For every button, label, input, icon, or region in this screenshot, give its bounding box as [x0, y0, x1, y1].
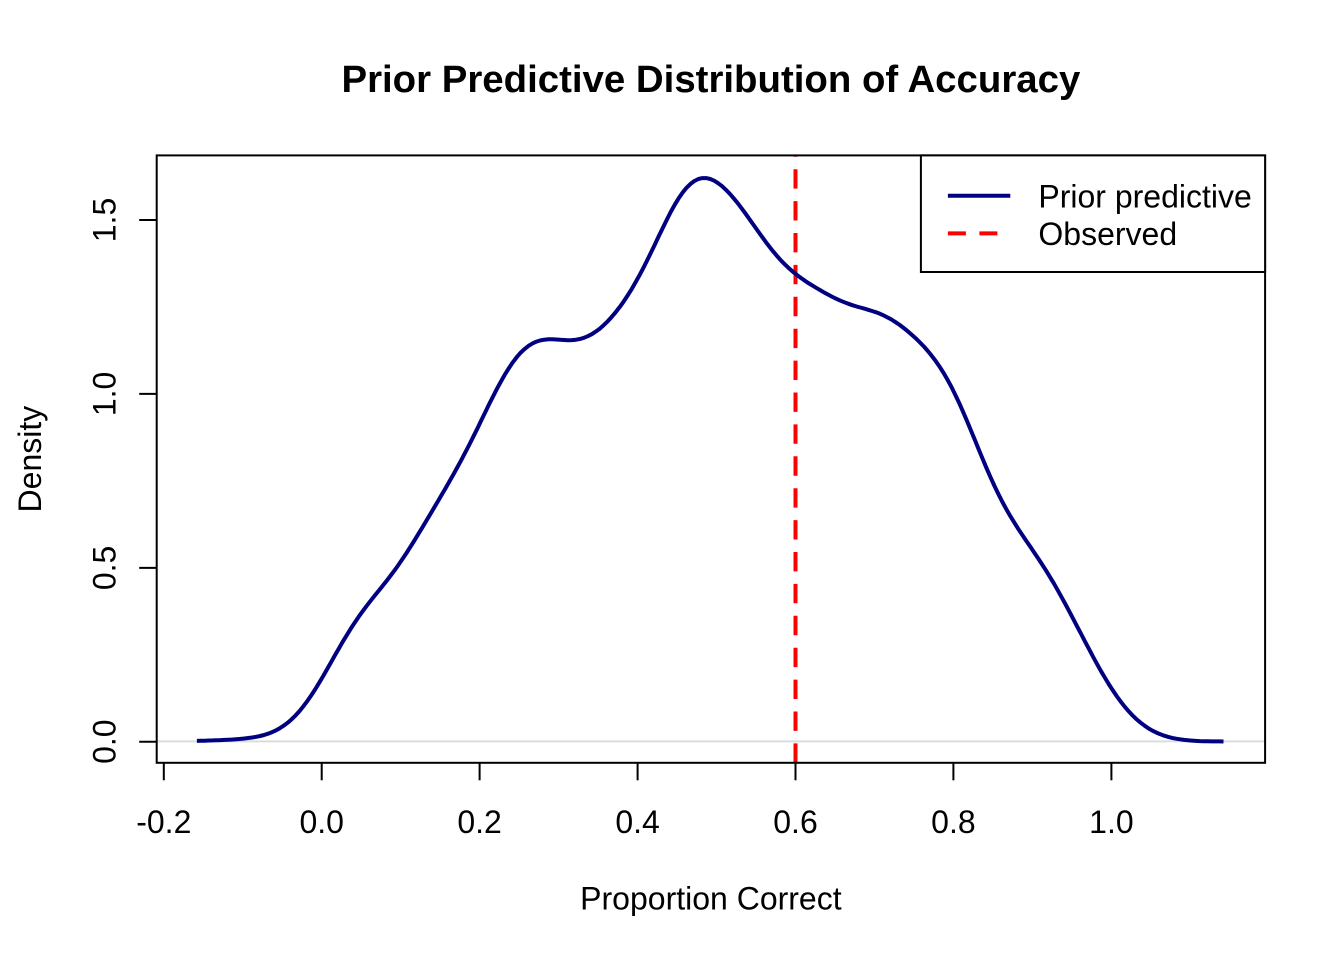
svg-text:1.0: 1.0 — [87, 372, 123, 416]
svg-text:-0.2: -0.2 — [136, 804, 191, 840]
svg-text:0.0: 0.0 — [87, 719, 123, 763]
svg-text:0.2: 0.2 — [457, 804, 501, 840]
svg-text:Proportion Correct: Proportion Correct — [580, 881, 842, 917]
svg-text:0.5: 0.5 — [87, 546, 123, 590]
svg-text:Density: Density — [12, 406, 48, 513]
svg-text:0.4: 0.4 — [615, 804, 659, 840]
svg-text:Prior Predictive Distribution: Prior Predictive Distribution of Accurac… — [341, 58, 1080, 101]
svg-text:Prior predictive: Prior predictive — [1038, 178, 1251, 214]
svg-text:1.5: 1.5 — [87, 198, 123, 242]
svg-text:0.6: 0.6 — [773, 804, 817, 840]
svg-text:0.8: 0.8 — [931, 804, 975, 840]
svg-text:Observed: Observed — [1038, 216, 1177, 252]
svg-text:1.0: 1.0 — [1089, 804, 1133, 840]
svg-text:0.0: 0.0 — [299, 804, 343, 840]
